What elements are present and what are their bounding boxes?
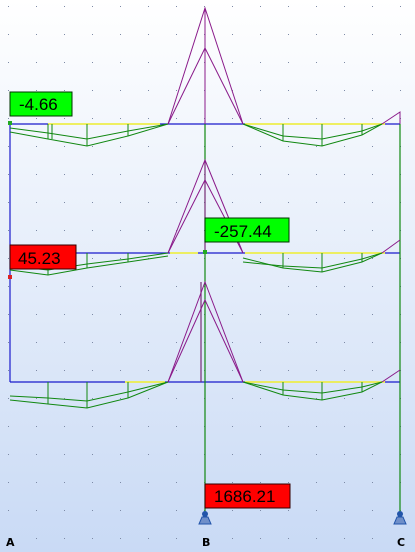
result-label-4: 1686.21 [204, 483, 291, 509]
result-label-3: -257.44 [204, 217, 290, 243]
node-markers [8, 121, 207, 279]
axis-label-b: B [202, 536, 210, 549]
support-c-icon [393, 511, 407, 525]
node-marker-top-left [8, 121, 12, 125]
result-label-1: -4.66 [9, 91, 73, 117]
moment-peaks [167, 6, 401, 383]
axis-label-c: C [397, 536, 405, 549]
node-marker-mid-left [8, 275, 12, 279]
node-marker-mid-b [203, 250, 207, 254]
result-value-2: 45.23 [18, 249, 61, 268]
result-value-4: 1686.21 [214, 487, 275, 506]
moment-diagrams [9, 123, 383, 409]
result-label-2: 45.23 [9, 244, 77, 270]
axis-label-a: A [6, 536, 15, 549]
support-b-icon [198, 511, 212, 525]
result-value-1: -4.66 [19, 95, 58, 114]
result-value-3: -257.44 [214, 222, 272, 241]
